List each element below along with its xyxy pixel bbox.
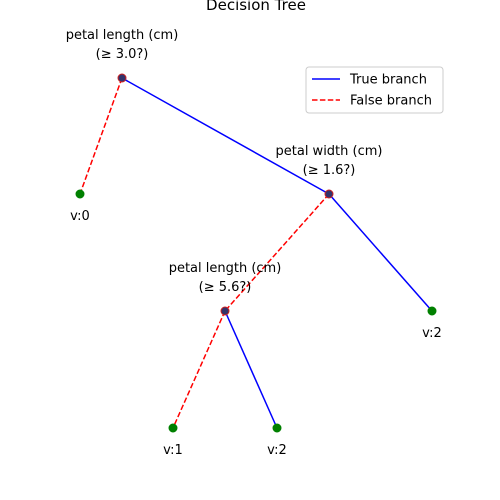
labels-layer: petal length (cm) (≥ 3.0?) v:0 petal width … [66,28,442,458]
leaf-node-marker [427,306,437,316]
legend-item-label: False branch [350,94,432,109]
legend: True branch False branch [305,66,444,114]
true-branch-edge [328,193,433,312]
leaf-node-label: v:2 [267,443,287,458]
split-node-condition-label: (≥ 1.6?) [303,163,356,178]
split-node-condition-label: (≥ 5.6?) [199,280,252,295]
split-node-condition-label: (≥ 3.0?) [96,47,149,62]
split-node-feature-label: petal width (cm) [276,144,383,159]
leaf-node-marker [75,189,85,199]
leaf-node-label: v:0 [70,209,90,224]
leaf-node-label: v:2 [422,326,442,341]
diagram-title: Decision Tree [206,0,306,14]
split-node-marker [117,73,127,83]
split-node-feature-label: petal length (cm) [169,261,282,276]
false-branch-edge [79,77,123,195]
false-branch-edge [172,310,226,429]
legend-frame [305,66,444,114]
edges-layer [79,77,433,429]
legend-item-label: True branch [349,73,427,88]
leaf-node-marker [272,423,282,433]
false-branch-edge [224,193,330,312]
split-node-marker [324,189,334,199]
true-branch-edge [121,77,330,195]
split-node-marker [220,306,230,316]
leaf-node-marker [168,423,178,433]
leaf-node-label: v:1 [163,443,183,458]
split-node-feature-label: petal length (cm) [66,28,179,43]
nodes-layer [75,73,437,433]
true-branch-edge [224,310,278,429]
